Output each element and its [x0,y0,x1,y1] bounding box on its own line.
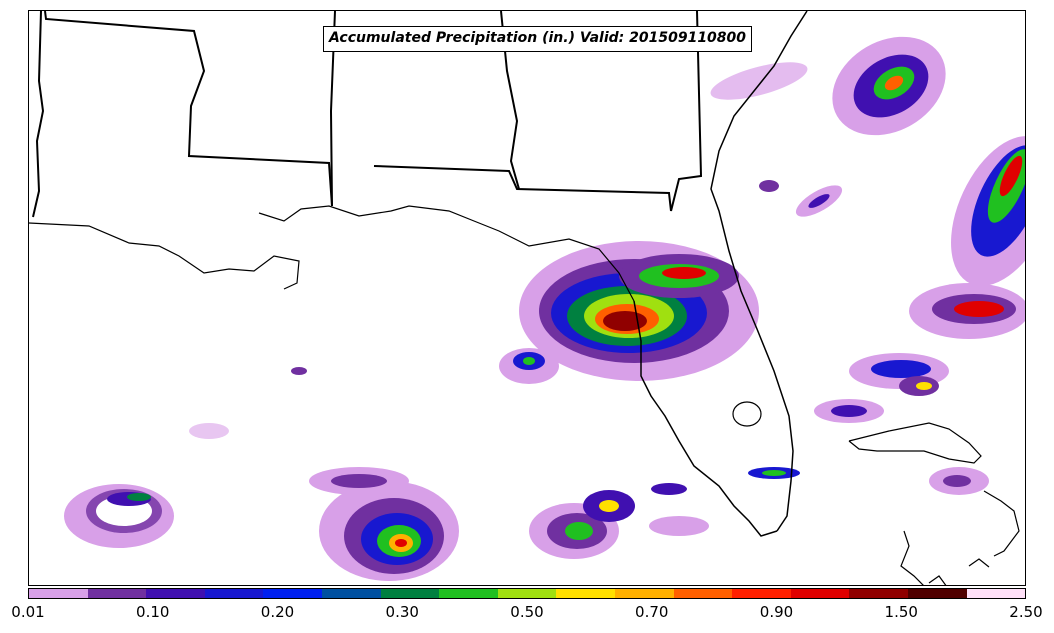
map-title: Accumulated Precipitation (in.) Valid: 2… [323,26,753,52]
colorbar-tick-label: 0.50 [510,603,544,621]
colorbar-segment [673,589,733,598]
map-panel: Accumulated Precipitation (in.) Valid: 2… [28,10,1026,586]
colorbar-tick-label: 0.70 [635,603,669,621]
colorbar-segment [87,589,147,598]
colorbar-tick-label: 2.50 [1009,603,1043,621]
colorbar-tick-label: 1.50 [884,603,918,621]
colorbar [28,588,1026,599]
colorbar-segment [263,589,322,598]
colorbar-ticks: 0.01 0.10 0.20 0.30 0.50 0.70 0.90 1.50 2.50 [0,600,1054,630]
map-canvas [29,11,1025,585]
colorbar-segment [614,589,674,598]
colorbar-segment [907,589,967,598]
colorbar-segment [497,589,557,598]
colorbar-segment [790,589,850,598]
colorbar-tick-label: 0.10 [136,603,170,621]
colorbar-segment [204,589,264,598]
colorbar-tick-label: 0.30 [385,603,419,621]
colorbar-segment [556,589,615,598]
colorbar-segment [321,589,381,598]
colorbar-tick-label: 0.20 [260,603,295,621]
colorbar-segment [732,589,791,598]
colorbar-segment [380,589,440,598]
colorbar-segment [146,589,205,598]
precipitation-field [64,36,1025,581]
colorbar-segment [439,589,498,598]
colorbar-segment [29,589,88,598]
colorbar-segment [849,589,908,598]
colorbar-tick-label: 0.01 [11,603,45,621]
colorbar-segment [966,589,1026,598]
colorbar-tick-label: 0.90 [759,603,794,621]
